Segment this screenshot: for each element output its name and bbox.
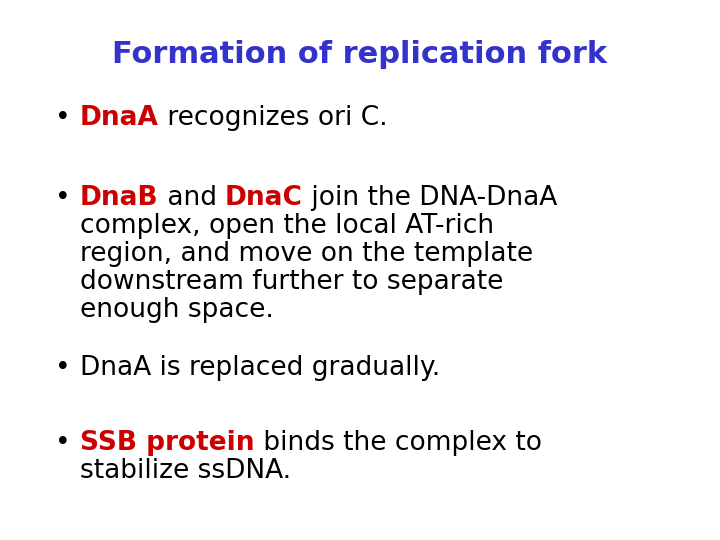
- Text: DnaA: DnaA: [80, 105, 159, 131]
- Text: DnaC: DnaC: [225, 185, 303, 211]
- Text: downstream further to separate: downstream further to separate: [80, 269, 503, 295]
- Text: binds the complex to: binds the complex to: [254, 430, 541, 456]
- Text: complex, open the local AT-rich: complex, open the local AT-rich: [80, 213, 494, 239]
- Text: DnaB: DnaB: [80, 185, 158, 211]
- Text: •: •: [55, 105, 71, 131]
- Text: enough space.: enough space.: [80, 297, 274, 323]
- Text: recognizes ori C.: recognizes ori C.: [159, 105, 387, 131]
- Text: region, and move on the template: region, and move on the template: [80, 241, 533, 267]
- Text: stabilize ssDNA.: stabilize ssDNA.: [80, 458, 291, 484]
- Text: •: •: [55, 430, 71, 456]
- Text: •: •: [55, 355, 71, 381]
- Text: DnaA is replaced gradually.: DnaA is replaced gradually.: [80, 355, 440, 381]
- Text: •: •: [55, 185, 71, 211]
- Text: join the DNA-DnaA: join the DNA-DnaA: [303, 185, 557, 211]
- Text: and: and: [158, 185, 225, 211]
- Text: SSB protein: SSB protein: [80, 430, 254, 456]
- Text: Formation of replication fork: Formation of replication fork: [112, 40, 608, 69]
